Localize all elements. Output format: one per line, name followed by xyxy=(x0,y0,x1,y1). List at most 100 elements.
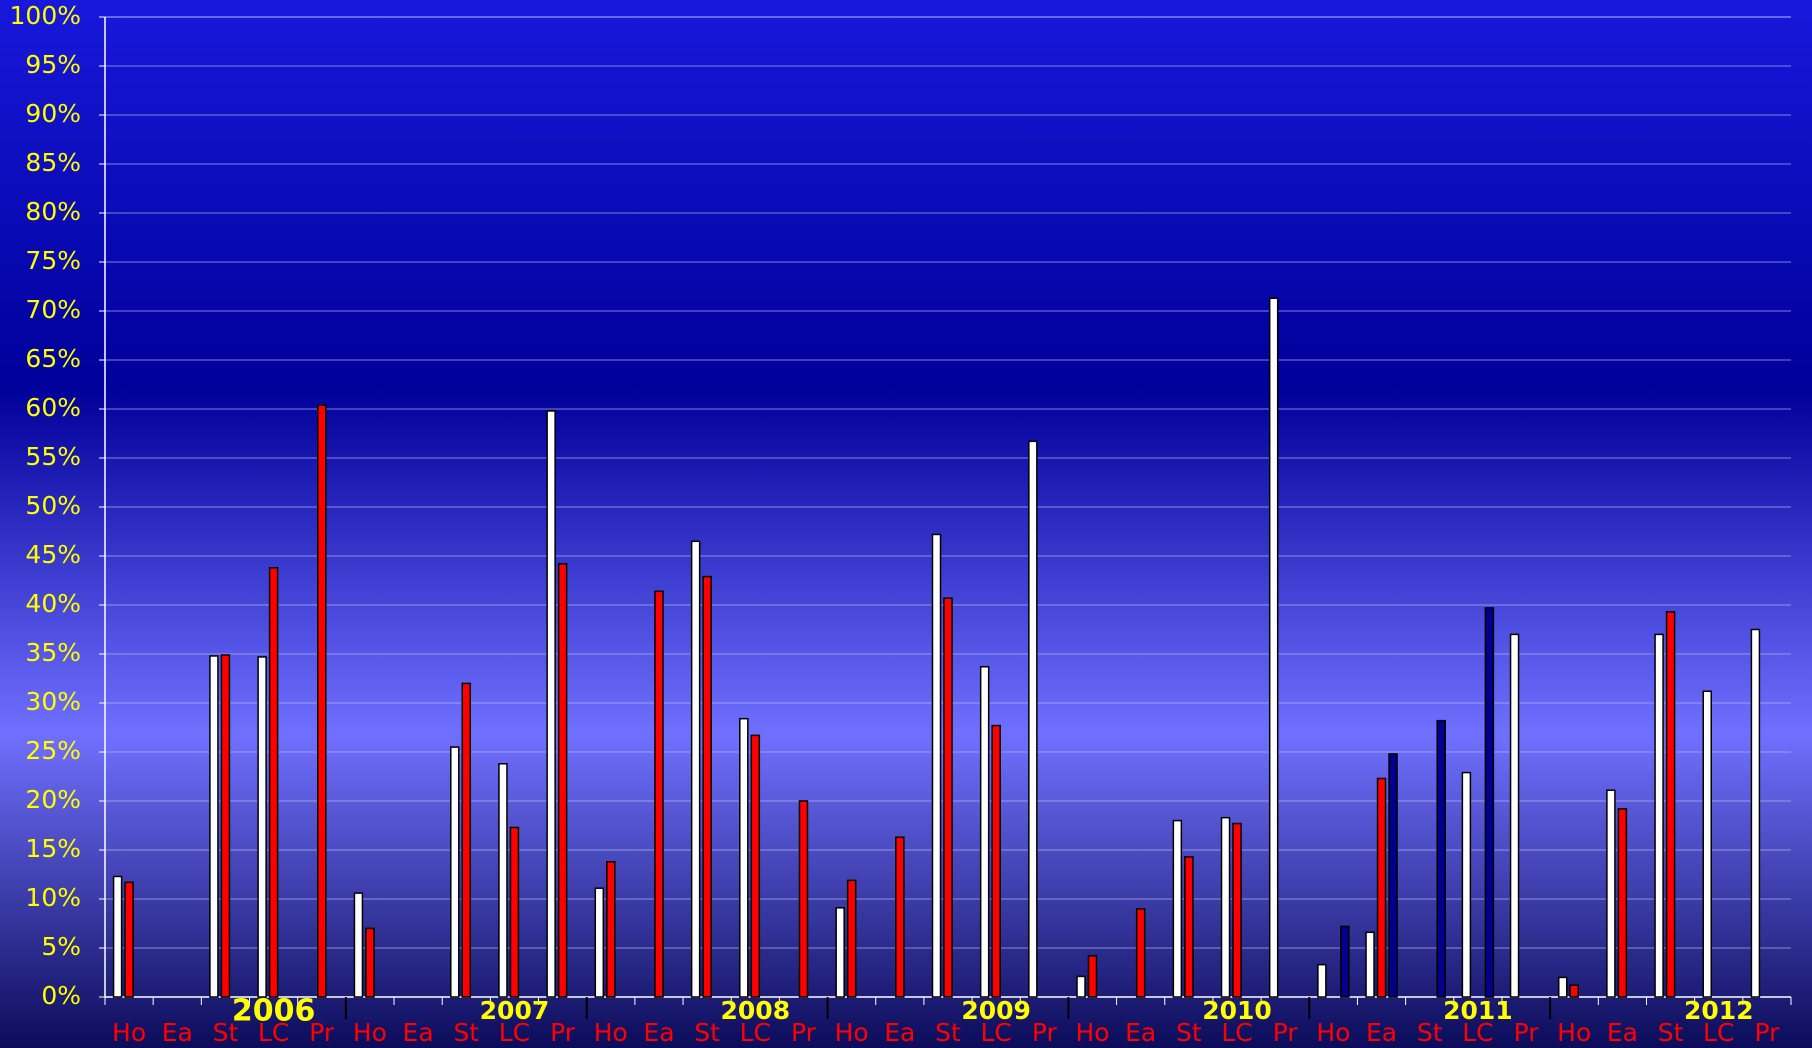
y-tick-label: 80% xyxy=(25,197,81,226)
bar xyxy=(1317,963,1327,998)
bar xyxy=(1665,611,1676,998)
y-tick-label: 60% xyxy=(25,393,81,422)
bar xyxy=(846,879,857,998)
bar xyxy=(895,836,905,998)
bar xyxy=(461,682,472,998)
x-tick-label: Pr xyxy=(1754,1018,1780,1047)
bar xyxy=(1388,753,1398,998)
y-tick-label: 15% xyxy=(25,834,81,863)
x-tick-label: Ho xyxy=(112,1018,146,1047)
y-tick-label: 75% xyxy=(25,246,81,275)
x-tick-label: Ho xyxy=(1316,1018,1350,1047)
group-label: 2008 xyxy=(721,996,791,1025)
x-tick-label: LC xyxy=(1462,1018,1493,1047)
bar xyxy=(220,654,231,998)
y-tick-label: 100% xyxy=(10,1,81,30)
bar xyxy=(1484,607,1495,998)
y-tick-label: 25% xyxy=(25,736,81,765)
bar xyxy=(353,892,364,998)
y-tick-label: 10% xyxy=(25,883,81,912)
bar xyxy=(1268,297,1279,998)
bar xyxy=(943,597,953,998)
x-tick-label: St xyxy=(1417,1018,1443,1047)
bar xyxy=(1461,771,1472,998)
y-tick-label: 95% xyxy=(25,50,81,79)
x-tick-label: Ho xyxy=(1075,1018,1109,1047)
group-label: 2009 xyxy=(961,996,1031,1025)
bar xyxy=(606,861,616,998)
y-tick-label: 40% xyxy=(25,589,81,618)
bar xyxy=(209,655,219,998)
bar xyxy=(450,746,460,998)
bar xyxy=(1436,719,1446,998)
bar xyxy=(317,404,327,998)
x-tick-label: St xyxy=(213,1018,239,1047)
x-tick-label: LC xyxy=(499,1018,530,1047)
bar xyxy=(1028,440,1038,998)
bar xyxy=(750,734,761,998)
x-tick-label: Ho xyxy=(1557,1018,1591,1047)
bar xyxy=(1087,955,1098,998)
y-tick-label: 50% xyxy=(25,491,81,520)
y-tick-label: 65% xyxy=(25,344,81,373)
y-tick-label: 20% xyxy=(25,785,81,814)
bar xyxy=(931,533,942,998)
bar xyxy=(835,907,845,998)
x-tick-label: Ho xyxy=(594,1018,628,1047)
bar xyxy=(112,875,123,998)
x-tick-label: Pr xyxy=(1514,1018,1540,1047)
x-tick-label: Pr xyxy=(1273,1018,1299,1047)
x-tick-label: Ea xyxy=(884,1018,915,1047)
x-tick-label: LC xyxy=(258,1018,289,1047)
y-tick-label: 45% xyxy=(25,540,81,569)
bar xyxy=(594,887,605,998)
x-tick-label: Ea xyxy=(162,1018,193,1047)
bar xyxy=(1569,984,1579,998)
y-tick-label: 0% xyxy=(41,981,81,1010)
x-tick-label: Ea xyxy=(1125,1018,1156,1047)
y-tick-label: 70% xyxy=(25,295,81,324)
bar xyxy=(124,881,134,998)
group-label: 2010 xyxy=(1202,996,1272,1025)
bar xyxy=(1606,789,1616,998)
bar xyxy=(268,567,279,998)
bar xyxy=(1184,856,1194,998)
x-tick-label: LC xyxy=(1221,1018,1252,1047)
x-tick-label: Pr xyxy=(309,1018,335,1047)
x-tick-label: St xyxy=(1176,1018,1202,1047)
x-tick-label: Pr xyxy=(1032,1018,1058,1047)
bar xyxy=(1232,822,1242,998)
y-tick-label: 30% xyxy=(25,687,81,716)
bar xyxy=(1509,633,1520,998)
y-tick-label: 85% xyxy=(25,148,81,177)
y-tick-label: 5% xyxy=(41,932,81,961)
bar xyxy=(991,724,1001,998)
x-tick-label: Ea xyxy=(643,1018,674,1047)
x-tick-label: St xyxy=(935,1018,961,1047)
x-tick-label: Pr xyxy=(791,1018,817,1047)
bar xyxy=(1702,690,1712,998)
x-tick-label: Ea xyxy=(1607,1018,1638,1047)
x-tick-label: St xyxy=(694,1018,720,1047)
bar xyxy=(1340,925,1350,998)
bar xyxy=(654,590,664,998)
x-tick-label: Ho xyxy=(353,1018,387,1047)
bar xyxy=(546,410,556,998)
bar xyxy=(257,656,267,998)
bar xyxy=(1750,628,1761,998)
y-tick-label: 35% xyxy=(25,638,81,667)
x-tick-label: LC xyxy=(980,1018,1011,1047)
bar xyxy=(1376,777,1387,998)
group-label: 2006 xyxy=(232,994,316,1029)
bar xyxy=(690,540,701,998)
bar xyxy=(1654,633,1664,998)
bar xyxy=(1365,931,1375,998)
bar xyxy=(1220,816,1231,998)
bar xyxy=(979,665,990,998)
bar xyxy=(365,927,375,998)
bar xyxy=(557,563,568,998)
bar xyxy=(509,826,520,998)
bar xyxy=(702,575,712,998)
x-tick-label: St xyxy=(1658,1018,1684,1047)
